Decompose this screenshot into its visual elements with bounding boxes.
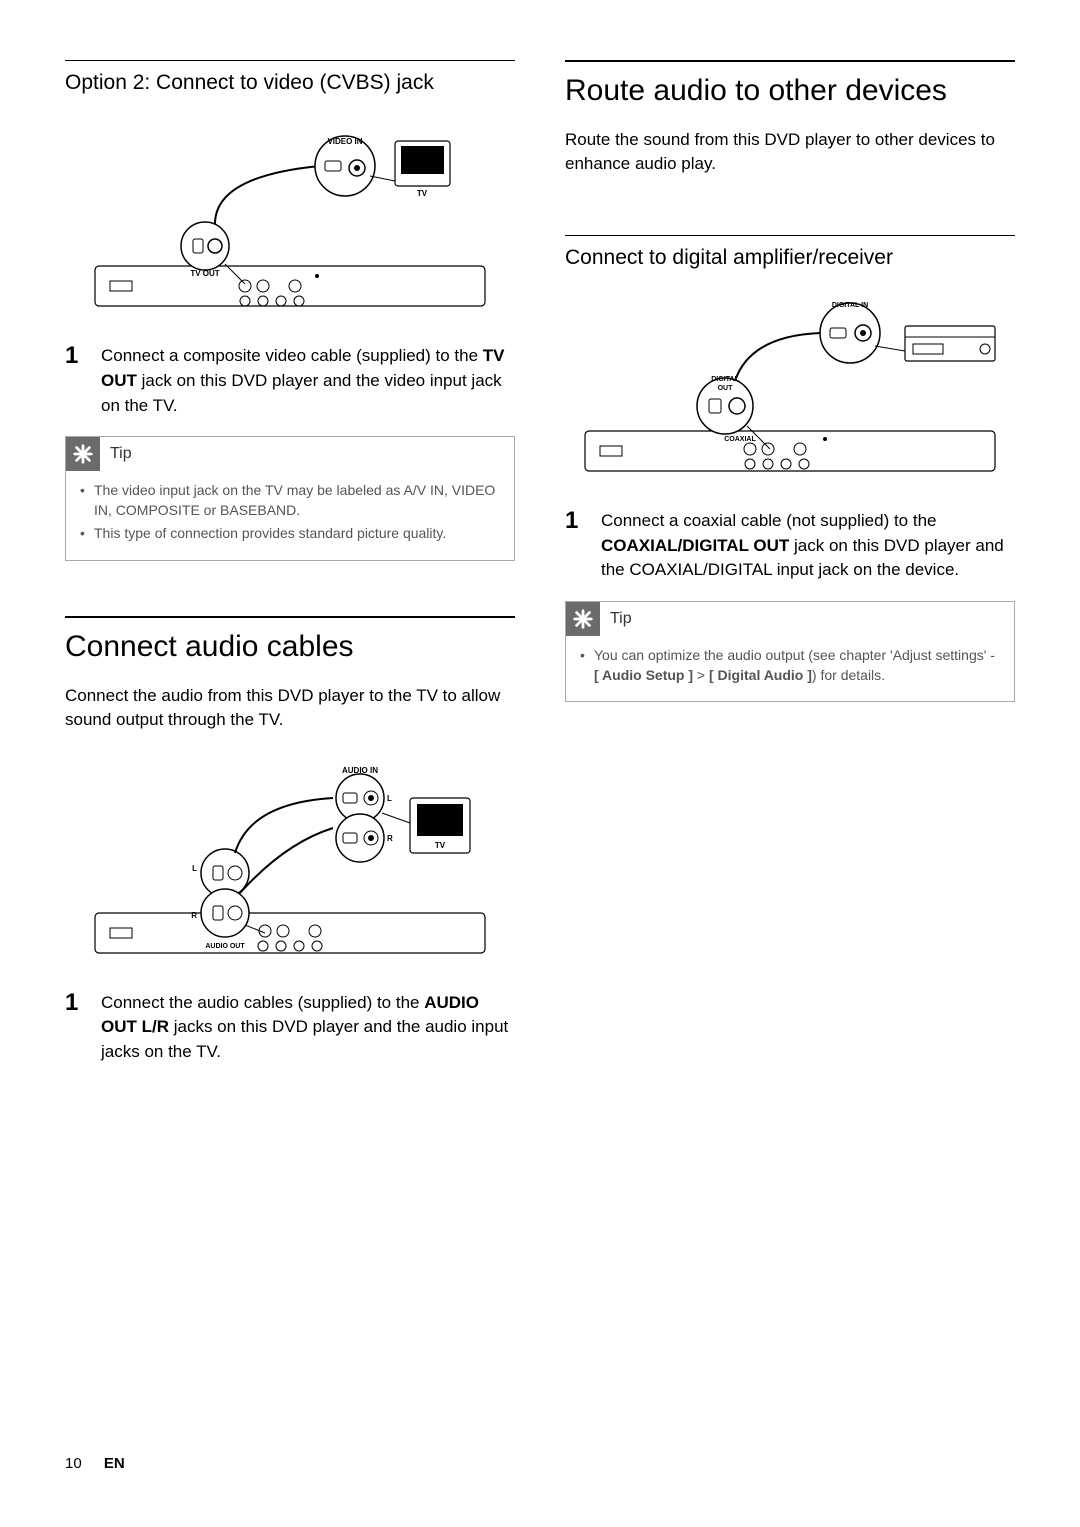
- svg-text:L: L: [192, 864, 197, 873]
- digital-title: Connect to digital amplifier/receiver: [565, 244, 1015, 271]
- page-number: 10: [65, 1455, 82, 1472]
- left-column: Option 2: Connect to video (CVBS) jack: [65, 60, 515, 1083]
- step-text: Connect a coaxial cable (not supplied) t…: [601, 509, 1015, 583]
- video-in-label: VIDEO IN: [327, 137, 362, 146]
- connect-audio-intro: Connect the audio from this DVD player t…: [65, 684, 515, 733]
- svg-text:AUDIO OUT: AUDIO OUT: [205, 943, 245, 950]
- connect-audio-title: Connect audio cables: [65, 628, 515, 666]
- svg-text:OUT: OUT: [718, 385, 734, 392]
- tv-out-label: TV OUT: [190, 269, 219, 278]
- tip-item: The video input jack on the TV may be la…: [80, 481, 500, 520]
- route-audio-intro: Route the sound from this DVD player to …: [565, 128, 1015, 177]
- tip-body: The video input jack on the TV may be la…: [66, 471, 514, 560]
- route-audio-title: Route audio to other devices: [565, 72, 1015, 110]
- right-column: Route audio to other devices Route the s…: [565, 60, 1015, 1083]
- svg-text:L: L: [387, 794, 392, 803]
- tip-label: Tip: [610, 610, 632, 628]
- digital-step: 1 Connect a coaxial cable (not supplied)…: [565, 509, 1015, 583]
- step-number: 1: [65, 991, 83, 1065]
- option2-diagram: TV OUT VIDEO IN TV: [65, 116, 515, 316]
- tip-body: You can optimize the audio output (see c…: [566, 636, 1014, 701]
- connect-audio-step: 1 Connect the audio cables (supplied) to…: [65, 991, 515, 1065]
- tip-asterisk-icon: [566, 602, 600, 636]
- digital-diagram: DIGITAL OUT COAXIAL DIGITAL IN: [565, 291, 1015, 481]
- tip-item: You can optimize the audio output (see c…: [580, 646, 1000, 685]
- tip-asterisk-icon: [66, 437, 100, 471]
- rule: [65, 616, 515, 618]
- option2-title: Option 2: Connect to video (CVBS) jack: [65, 69, 515, 96]
- option2-step: 1 Connect a composite video cable (suppl…: [65, 344, 515, 418]
- step-number: 1: [65, 344, 83, 418]
- rule: [565, 60, 1015, 62]
- tv-label: TV: [417, 189, 428, 198]
- digital-tip: Tip You can optimize the audio output (s…: [565, 601, 1015, 702]
- rule: [65, 60, 515, 61]
- tip-header: Tip: [66, 437, 514, 471]
- step-text: Connect the audio cables (supplied) to t…: [101, 991, 515, 1065]
- step-text: Connect a composite video cable (supplie…: [101, 344, 515, 418]
- svg-text:DIGITAL IN: DIGITAL IN: [832, 302, 868, 309]
- svg-text:AUDIO IN: AUDIO IN: [342, 766, 378, 775]
- page-lang: EN: [104, 1455, 125, 1472]
- tip-item: This type of connection provides standar…: [80, 524, 500, 544]
- rule: [565, 235, 1015, 236]
- page-footer: 10 EN: [65, 1455, 125, 1472]
- svg-text:R: R: [191, 911, 197, 920]
- svg-text:R: R: [387, 834, 393, 843]
- option2-tip: Tip The video input jack on the TV may b…: [65, 436, 515, 561]
- tip-header: Tip: [566, 602, 1014, 636]
- step-number: 1: [565, 509, 583, 583]
- svg-text:COAXIAL: COAXIAL: [724, 436, 756, 443]
- connect-audio-diagram: L R AUDIO OUT L: [65, 753, 515, 963]
- page-columns: Option 2: Connect to video (CVBS) jack: [65, 60, 1015, 1083]
- svg-text:TV: TV: [435, 841, 446, 850]
- tip-label: Tip: [110, 445, 132, 463]
